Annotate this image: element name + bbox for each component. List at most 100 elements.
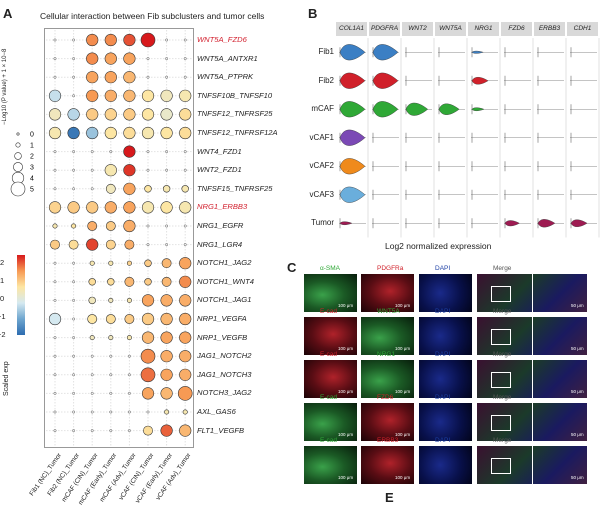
violin-gene-header: CDH1 [567, 22, 598, 36]
violin-shape [372, 72, 399, 89]
scale-bar-label: 100 μm [338, 346, 354, 351]
color-legend-title: Scaled exp [3, 361, 10, 396]
dot-mark [123, 33, 136, 47]
micrograph-image [304, 403, 357, 441]
panel-b-letter: B [308, 6, 318, 21]
dot-mark [123, 126, 136, 140]
micrograph-image [361, 317, 414, 355]
pair-label: WNT5A_ANTXR1 [197, 53, 258, 63]
dot-mark [183, 38, 187, 42]
pair-label: WNT5A_FZD6 [197, 35, 247, 44]
dot-mark [90, 410, 94, 414]
dot-mark [143, 425, 153, 436]
dot-mark [177, 386, 193, 401]
color-legend-label: −1 [0, 312, 6, 321]
x-axis-label: vCAF (Adv)_Tumor [155, 452, 193, 502]
dot-mark [48, 126, 62, 140]
dot-mark [160, 387, 173, 400]
violin-shape [504, 220, 520, 227]
micrograph-channel-label: NRG1 [377, 351, 396, 358]
micrograph-channel-label: DAPI [435, 308, 451, 315]
micrograph-channel-label: α-SMA [320, 265, 341, 272]
dot-mark [160, 201, 173, 214]
dot-mark [179, 108, 192, 121]
zoom-box [491, 372, 511, 388]
violin-shape [471, 107, 485, 112]
dot-mark [53, 261, 57, 265]
dot-mark [162, 185, 171, 193]
dot-mark [88, 296, 96, 305]
dot-plot-frame [44, 28, 194, 448]
dot-mark [183, 57, 187, 60]
dot-mark [183, 75, 187, 79]
dot-mark [53, 168, 57, 172]
dot-mark [108, 297, 114, 303]
size-legend-circle [10, 181, 26, 197]
scale-bar-label: 50 μm [571, 432, 584, 437]
micrograph-channel-label: Merge [493, 308, 512, 315]
dot-mark [123, 71, 136, 84]
dot-mark [146, 224, 150, 228]
dot-mark [71, 223, 77, 229]
micrograph-channel-label: DAPI [435, 351, 451, 358]
dot-mark [140, 32, 156, 48]
dot-mark [160, 312, 173, 326]
dot-mark [72, 150, 75, 154]
pair-label: TNFSF12_TNFRSF12A [197, 128, 278, 137]
dot-mark [72, 298, 75, 302]
scale-bar-label: 50 μm [571, 346, 584, 351]
dot-mark [183, 168, 187, 172]
dot-mark [179, 331, 192, 344]
dot-mark [123, 145, 136, 158]
pair-label: NOTCH1_WNT4 [197, 276, 254, 286]
dot-mark [53, 391, 57, 395]
scale-bar-label: 100 μm [338, 475, 354, 480]
dot-mark [72, 38, 75, 42]
dot-mark [72, 373, 75, 377]
dot-mark [179, 201, 192, 214]
violin-row-label: Fib2 [318, 75, 334, 85]
micrograph-image [419, 274, 472, 312]
dot-mark [160, 424, 173, 437]
dot-mark [53, 280, 57, 284]
dot-mark [165, 57, 169, 60]
scale-bar-label: 50 μm [571, 389, 584, 394]
dot-mark [90, 429, 94, 432]
micrograph-channel-label: E-cad [320, 351, 337, 358]
scale-bar-label: 50 μm [571, 475, 584, 480]
dot-mark [50, 239, 60, 250]
micrograph-channel-label: DAPI [435, 437, 451, 444]
dot-mark [86, 126, 99, 140]
dot-mark [146, 410, 150, 414]
dot-mark [90, 391, 94, 395]
violin-shape [438, 103, 460, 115]
micrograph-image [419, 446, 472, 484]
dot-mark [72, 429, 75, 432]
violin-shape [372, 44, 399, 61]
dot-mark [126, 297, 132, 303]
dot-mark [86, 89, 99, 102]
dot-mark [90, 168, 94, 172]
dot-mark [53, 410, 57, 414]
dot-mark [72, 336, 75, 339]
violin-row-label: vCAF3 [309, 189, 334, 199]
dot-mark [141, 108, 155, 121]
dot-mark [128, 373, 131, 377]
zoom-box [491, 286, 511, 302]
size-legend-label: 2 [30, 154, 34, 161]
dot-mark [181, 185, 189, 193]
dot-mark [141, 294, 155, 307]
dot-mark [141, 126, 155, 140]
dot-mark [72, 391, 75, 395]
micrograph-image [361, 274, 414, 312]
dot-mark [123, 89, 136, 102]
dot-mark [146, 57, 150, 60]
panel-e-letter: E [385, 490, 394, 505]
violin-shape [339, 158, 366, 175]
violin-gene-header: ERBB3 [534, 22, 565, 36]
micrograph-channel-label: DAPI [435, 265, 451, 272]
panel-a-title: Cellular interaction between Fib subclus… [40, 11, 265, 21]
dot-mark [160, 368, 173, 381]
pair-label: FLT1_VEGFB [197, 425, 245, 435]
panel-c-letter: C [287, 260, 297, 275]
